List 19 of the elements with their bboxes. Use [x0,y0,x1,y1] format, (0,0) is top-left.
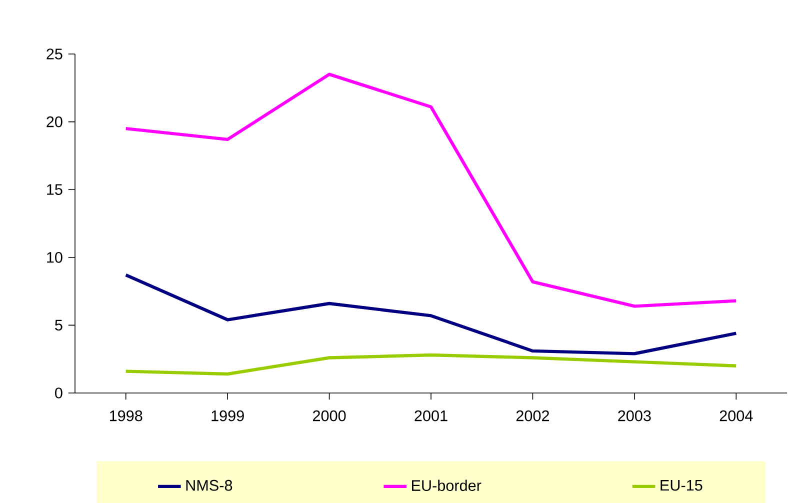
x-tick-label: 2003 [618,410,651,422]
x-tick-label: 2000 [313,410,346,422]
y-tick-label: 0 [55,388,62,398]
y-tick-label: 25 [46,48,62,60]
line-series [124,273,738,356]
x-tick-label: 1999 [212,410,244,422]
legend-label: EU-border [412,480,482,491]
y-tick-label: 10 [47,252,62,263]
legend-label: EU-15 [660,480,702,491]
y-tick-label: 20 [46,116,62,128]
legend-label: NMS-8 [186,480,232,491]
line-series [124,72,738,308]
x-tick-label: 2004 [720,410,753,422]
x-tick-label: 2002 [516,410,549,422]
y-tick-label: 5 [55,320,62,331]
line-series [124,353,738,376]
y-tick-label: 15 [47,184,62,195]
x-tick-label: 1998 [110,410,142,422]
x-tick-label: 2001 [414,410,448,422]
